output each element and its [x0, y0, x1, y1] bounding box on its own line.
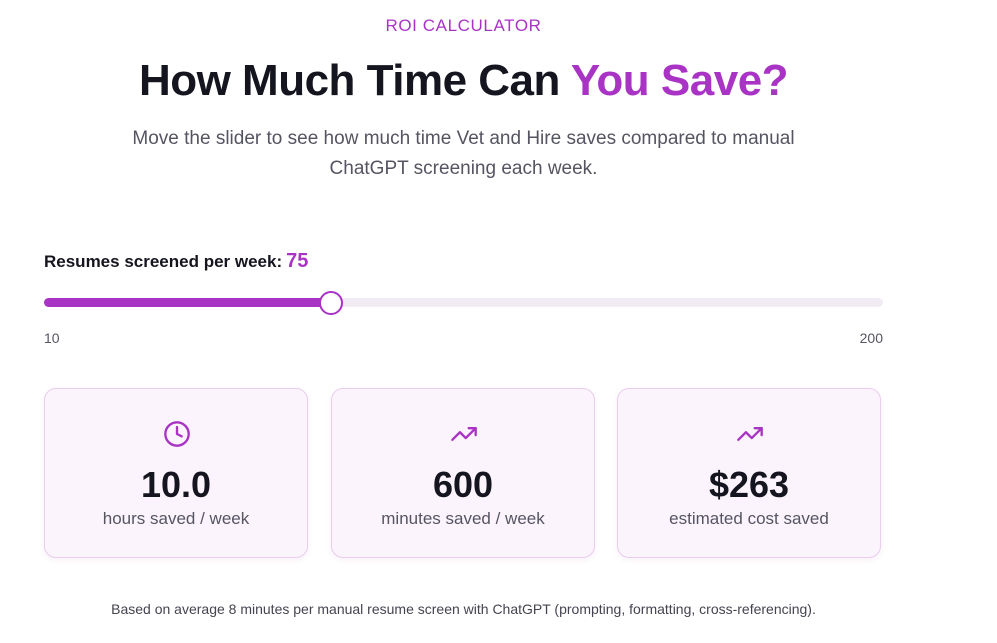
heading-highlight: You Save? — [570, 56, 789, 105]
stat-label: minutes saved / week — [381, 509, 545, 528]
stat-value: 10.0 — [140, 464, 212, 505]
slider-thumb[interactable] — [319, 291, 344, 315]
footnote: Based on average 8 minutes per manual re… — [111, 601, 816, 617]
trend-icon — [451, 427, 477, 441]
stat-label: hours saved / week — [102, 509, 250, 528]
stat-card: 600 minutes saved / week — [331, 388, 595, 558]
description: Move the slider to see how much time Vet… — [132, 128, 795, 179]
slider-label-text: Resumes screened per week: — [44, 252, 283, 271]
slider-label: Resumes screened per week: 75 — [44, 250, 308, 273]
slider-fill — [44, 298, 332, 307]
slider-value: 75 — [286, 250, 309, 272]
trend-icon — [737, 427, 763, 441]
heading: How Much Time Can You Save? — [44, 56, 883, 106]
stat-card: 10.0 hours saved / week — [44, 388, 308, 558]
stat-card: $263 estimated cost saved — [617, 388, 881, 558]
eyebrow: ROI CALCULATOR — [385, 16, 542, 35]
slider-max: 200 — [859, 330, 883, 346]
slider-track[interactable] — [44, 298, 883, 307]
heading-text: How Much Time Can — [138, 56, 571, 105]
slider-min: 10 — [44, 330, 60, 346]
clock-icon — [164, 421, 190, 447]
stat-value: 600 — [432, 464, 494, 505]
stat-label: estimated cost saved — [669, 509, 829, 528]
stat-value: $263 — [708, 464, 790, 505]
